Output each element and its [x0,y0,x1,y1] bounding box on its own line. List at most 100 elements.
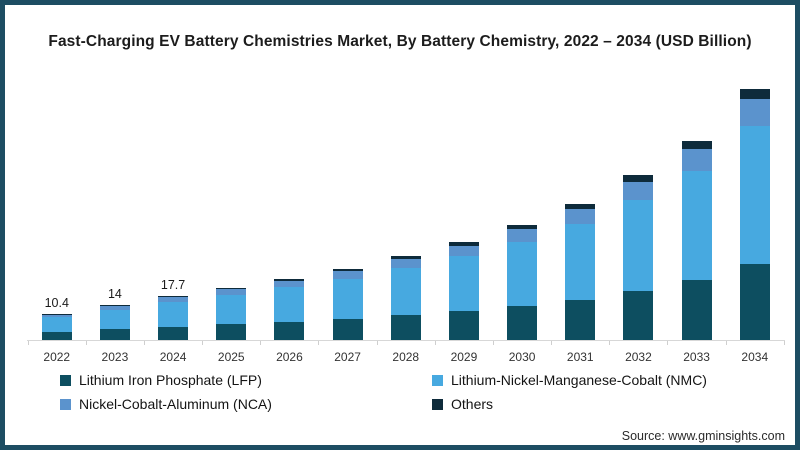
bar-segment-lithium-iron-phosphate-lfp- [41,331,72,340]
legend-swatch-lithium-nickel-manganese-cobalt-nmc [432,374,443,386]
bar-segment-lithium-iron-phosphate-lfp- [681,280,712,340]
x-tick-label-2033: 2033 [683,350,710,364]
bar-segment-lithium-iron-phosphate-lfp- [390,315,421,340]
legend-swatch-others [432,398,443,410]
bar-segment-lithium-nickel-manganese-cobalt-nmc- [216,294,247,325]
bar-segment-lithium-iron-phosphate-lfp- [332,318,363,340]
x-axis-tick [27,341,29,345]
bar-group-2027 [332,268,363,340]
bar-segment-lithium-nickel-manganese-cobalt-nmc- [681,171,712,280]
bar-segment-lithium-iron-phosphate-lfp- [739,264,770,340]
x-axis-tick [202,341,204,345]
bar-segment-nickel-cobalt-aluminum-nca- [681,148,712,172]
bar-segment-lithium-iron-phosphate-lfp- [274,321,305,340]
bar-segment-lithium-nickel-manganese-cobalt-nmc- [565,224,596,300]
bar-group-2024 [158,295,189,340]
total-label-2024: 17.7 [160,277,186,292]
bar-segment-nickel-cobalt-aluminum-nca- [739,99,770,126]
bar-segment-lithium-nickel-manganese-cobalt-nmc- [448,256,479,311]
legend-swatch-lithium-iron-phosphate-lfp [60,374,71,386]
x-axis-tick [667,341,669,345]
legend-item-lithium-nickel-manganese-cobalt-nmc: Lithium-Nickel-Manganese-Cobalt (NMC) [432,371,707,389]
bar-group-2031 [565,203,596,340]
legend-item-nickel-cobalt-aluminum-nca: Nickel-Cobalt-Aluminum (NCA) [60,395,432,413]
bar-segment-lithium-iron-phosphate-lfp- [99,329,130,340]
x-tick-label-2025: 2025 [217,350,245,364]
x-tick-label-2022: 2022 [43,350,71,364]
x-tick-label-2030: 2030 [508,350,536,364]
bar-segment-nickel-cobalt-aluminum-nca- [158,297,189,302]
bar-segment-lithium-iron-phosphate-lfp- [158,326,189,340]
legend: Lithium Iron Phosphate (LFP) Lithium-Nick… [60,371,707,413]
legend-label-others: Others [451,396,494,412]
bar-segment-nickel-cobalt-aluminum-nca- [332,271,363,279]
x-tick-label-2028: 2028 [392,350,420,364]
x-axis-tick [318,341,320,345]
plot-area: 10.4 2022 14 2023 17.7 2024 2025 2026 2027 2028 20… [5,5,795,445]
bar-segment-lithium-nickel-manganese-cobalt-nmc- [158,301,189,327]
x-tick-label-2032: 2032 [625,350,652,364]
x-axis-line [27,340,785,341]
x-tick-label-2027: 2027 [334,350,361,364]
bar-segment-lithium-nickel-manganese-cobalt-nmc- [274,287,305,322]
bar-segment-others [507,224,538,230]
bar-segment-lithium-nickel-manganese-cobalt-nmc- [99,309,130,330]
bar-segment-lithium-nickel-manganese-cobalt-nmc- [623,199,654,291]
bar-segment-others [158,295,189,297]
bar-segment-nickel-cobalt-aluminum-nca- [390,259,421,269]
x-axis-tick [434,341,436,345]
bar-group-2030 [507,224,538,340]
bar-segment-nickel-cobalt-aluminum-nca- [274,280,305,288]
bar-segment-lithium-nickel-manganese-cobalt-nmc- [41,317,72,332]
x-tick-label-2026: 2026 [276,350,303,364]
bar-group-2026 [274,278,305,340]
bar-segment-lithium-nickel-manganese-cobalt-nmc- [739,125,770,264]
bar-segment-nickel-cobalt-aluminum-nca- [99,306,130,310]
bar-segment-others [99,305,130,306]
bar-segment-nickel-cobalt-aluminum-nca- [216,289,247,295]
x-tick-label-2031: 2031 [566,350,594,364]
x-axis-tick [609,341,611,345]
legend-item-others: Others [432,395,707,413]
bar-segment-others [681,141,712,149]
x-axis-tick [260,341,262,345]
x-tick-label-2023: 2023 [101,350,129,364]
bar-group-2032 [623,175,654,340]
x-axis-tick [783,341,785,345]
bar-segment-others [448,241,479,246]
bar-segment-others [390,256,421,260]
bar-segment-lithium-nickel-manganese-cobalt-nmc- [332,278,363,319]
bar-group-2025 [216,287,247,340]
x-axis-tick [492,341,494,345]
legend-label-lithium-nickel-manganese-cobalt-nmc: Lithium-Nickel-Manganese-Cobalt (NMC) [451,372,707,388]
bar-segment-nickel-cobalt-aluminum-nca- [565,209,596,224]
bar-segment-others [565,203,596,209]
bar-group-2023 [99,305,130,340]
bar-segment-others [274,278,305,281]
bar-segment-others [623,175,654,182]
bar-group-2034 [739,89,770,340]
bar-segment-lithium-nickel-manganese-cobalt-nmc- [390,268,421,316]
bar-segment-lithium-iron-phosphate-lfp- [623,291,654,340]
x-axis-tick [143,341,145,345]
legend-label-lithium-iron-phosphate-lfp: Lithium Iron Phosphate (LFP) [79,372,262,388]
legend-label-nickel-cobalt-aluminum-nca: Nickel-Cobalt-Aluminum (NCA) [79,396,272,412]
legend-swatch-nickel-cobalt-aluminum-nca [60,398,71,410]
x-axis-tick [725,341,727,345]
bar-segment-nickel-cobalt-aluminum-nca- [623,181,654,200]
bar-segment-lithium-iron-phosphate-lfp- [448,311,479,340]
bar-segment-nickel-cobalt-aluminum-nca- [41,314,72,318]
bar-segment-others [216,287,247,290]
total-label-2022: 10.4 [44,296,69,310]
bar-group-2029 [448,241,479,340]
x-tick-label-2029: 2029 [450,350,478,364]
x-axis-tick [85,341,87,345]
x-axis-tick [376,341,378,345]
bar-segment-lithium-iron-phosphate-lfp- [507,306,538,340]
bar-segment-nickel-cobalt-aluminum-nca- [507,229,538,242]
bar-segment-others [41,314,72,315]
total-label-2023: 14 [107,287,122,301]
bar-segment-lithium-iron-phosphate-lfp- [565,300,596,340]
bar-group-2033 [681,141,712,340]
